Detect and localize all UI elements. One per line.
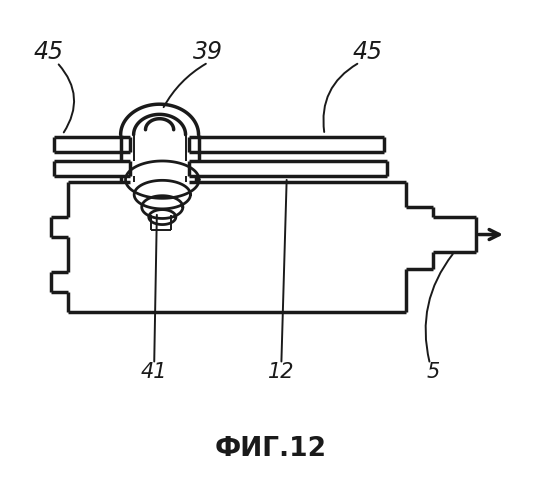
Text: 12: 12 bbox=[268, 362, 294, 382]
Text: 5: 5 bbox=[426, 362, 439, 382]
Text: 45: 45 bbox=[34, 40, 64, 64]
Text: 39: 39 bbox=[193, 40, 223, 64]
Text: 41: 41 bbox=[141, 362, 167, 382]
Text: ФИГ.12: ФИГ.12 bbox=[214, 436, 327, 462]
Text: 45: 45 bbox=[353, 40, 383, 64]
